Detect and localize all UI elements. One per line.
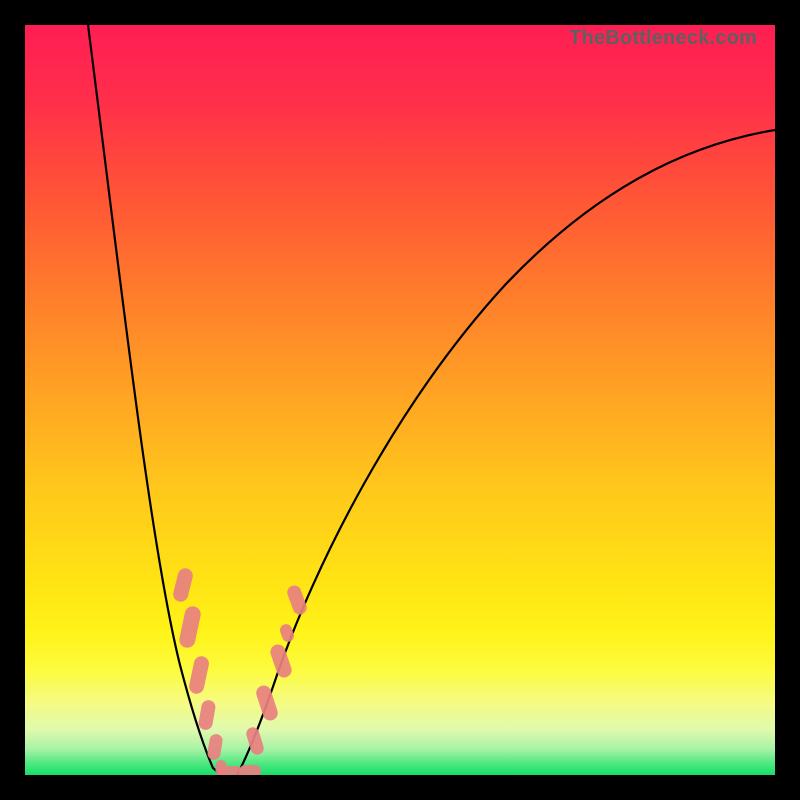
watermark-text: TheBottleneck.com xyxy=(569,27,757,50)
marker-0 xyxy=(172,567,195,604)
markers-group xyxy=(172,567,309,775)
marker-3 xyxy=(198,699,217,731)
marker-10 xyxy=(268,642,293,679)
marker-1 xyxy=(178,605,202,649)
marker-4 xyxy=(207,733,224,761)
curve-right xyxy=(237,130,775,775)
marker-7 xyxy=(239,765,261,775)
chart-frame: TheBottleneck.com xyxy=(0,0,800,800)
curves-layer xyxy=(25,25,775,775)
marker-9 xyxy=(254,684,279,723)
marker-2 xyxy=(188,655,211,695)
plot-area xyxy=(25,25,775,775)
marker-6 xyxy=(218,766,242,775)
marker-11 xyxy=(278,623,295,644)
